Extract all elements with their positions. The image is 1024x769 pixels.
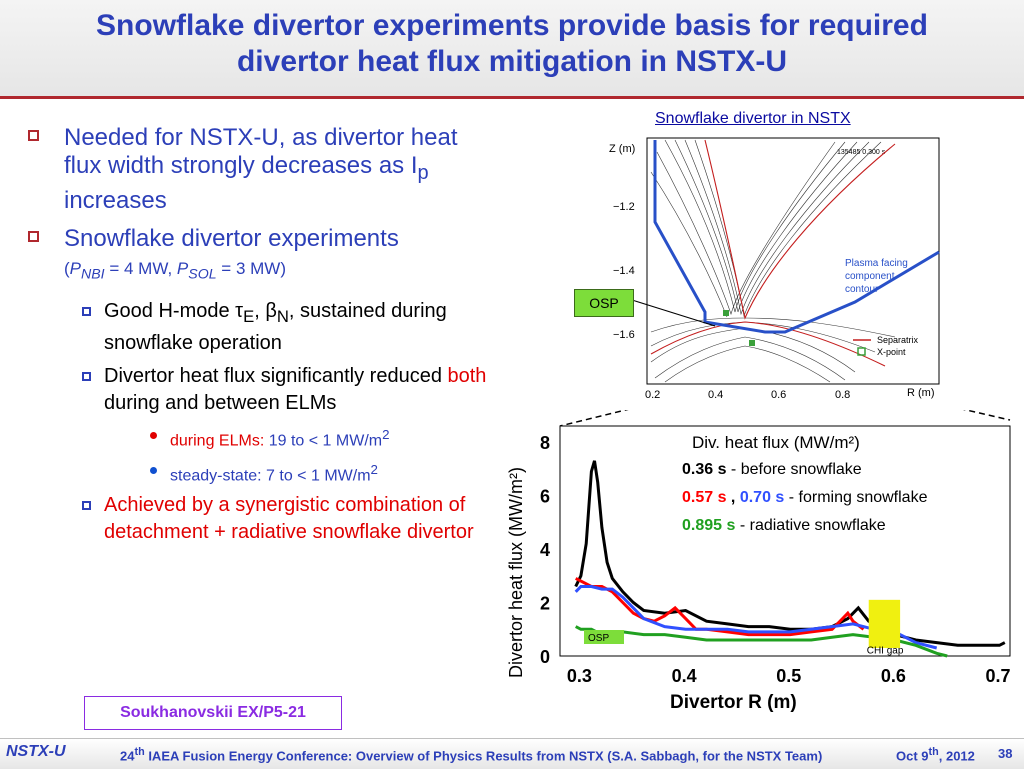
sub-bullet-heat-flux: Divertor heat flux significantly reduced… (80, 363, 492, 417)
osp-label: OSP (574, 289, 634, 317)
blue-dot-icon (150, 466, 157, 474)
footer-date: Oct 9th, 2012 (896, 746, 975, 764)
r-tick: 0.2 (645, 389, 660, 401)
red-dot-icon (150, 432, 157, 440)
snowflake-equilibrium-figure: Z (m) 135485 0.300 s −1.2 −1.4 −1.6 0.2 … (609, 137, 940, 401)
pfc-label: contour (845, 284, 879, 295)
y-tick-label: 2 (540, 594, 550, 614)
r-axis-label: R (m) (907, 387, 935, 399)
sub-bullet-synergy: Achieved by a synergistic combination of… (80, 492, 492, 546)
series-line-2 (574, 585, 938, 650)
legend-green: 0.895 s - radiative snowflake (682, 517, 886, 534)
series-line-0 (574, 460, 1006, 647)
osp-tag-box (584, 630, 624, 644)
y-axis-label: Divertor heat flux (MW/m²) (506, 467, 526, 678)
x-tick-label: 0.3 (567, 666, 592, 686)
legend-separatrix: Separatrix (877, 335, 919, 345)
z-tick: −1.6 (613, 329, 635, 341)
figure-caption: Snowflake divertor in NSTX (655, 110, 851, 127)
z-axis-label: Z (m) (609, 143, 635, 155)
x-axis-label: Divertor R (m) (670, 692, 797, 713)
figure-frame (646, 137, 940, 385)
x-tick-label: 0.4 (672, 666, 697, 686)
r-tick: 0.6 (771, 389, 786, 401)
r-tick: 0.4 (708, 389, 723, 401)
zoom-line-right (962, 410, 1011, 421)
y-tick-label: 0 (540, 647, 550, 667)
pfc-contour (653, 140, 940, 334)
y-tick-label: 4 (540, 540, 550, 560)
square-bullet-icon (82, 307, 91, 317)
shot-label: 135485 0.300 s (837, 149, 886, 156)
bullet-nstxu-need: Needed for NSTX-U, as divertor heat flux… (22, 124, 492, 215)
pfc-label: component (845, 271, 895, 282)
tick-layer: 0.3 0.4 0.5 0.6 0.7 0 2 4 6 8 (540, 433, 1011, 686)
y-tick-label: 8 (540, 433, 550, 453)
chi-gap-marker (868, 599, 901, 648)
x-tick-label: 0.6 (881, 666, 906, 686)
slide-title: Snowflake divertor experiments provide b… (0, 8, 1024, 80)
sub-bullet-hmode: Good H-mode τE, βN, sustained during sno… (80, 298, 492, 357)
y-tick-label: 6 (540, 487, 550, 507)
page-number: 38 (998, 746, 1013, 761)
dot-bullet-steady: steady-state: 7 to < 1 MW/m2 (150, 458, 492, 488)
x-tick-label: 0.7 (986, 666, 1011, 686)
x-point-marker (749, 340, 755, 346)
conference-text: 24th IAEA Fusion Energy Conference: Over… (120, 746, 823, 764)
separatrix (650, 139, 896, 367)
footer: NSTX-U 24th IAEA Fusion Energy Conferenc… (0, 738, 1024, 769)
legend-black: 0.36 s - before snowflake (682, 461, 862, 478)
legend-forming: 0.57 s , 0.70 s - forming snowflake (682, 489, 928, 506)
bullet-list: Needed for NSTX-U, as divertor heat flux… (22, 124, 492, 552)
z-tick: −1.4 (613, 265, 635, 277)
square-bullet-icon (28, 130, 39, 141)
x-tick-label: 0.5 (776, 666, 801, 686)
title-bar: Snowflake divertor experiments provide b… (0, 0, 1024, 99)
x-point-marker (723, 310, 729, 316)
osp-arrow (631, 299, 716, 327)
pfc-label: Plasma facing (845, 258, 908, 269)
legend-xpoint-marker (857, 347, 866, 356)
osp-tag: OSP (588, 633, 609, 644)
bullet-snowflake-experiments: Snowflake divertor experiments (PNBI = 4… (22, 225, 492, 288)
zoom-line-left (559, 410, 629, 427)
power-params: (PNBI = 4 MW, PSOL = 3 MW) (64, 258, 286, 283)
nstx-logo: NSTX-U (6, 743, 66, 760)
square-bullet-icon (82, 372, 91, 382)
title-line-1: Snowflake divertor experiments provide b… (96, 9, 928, 42)
legend-xpoint: X-point (877, 347, 906, 357)
title-line-2: divertor heat flux mitigation in NSTX-U (236, 45, 788, 78)
dot-bullet-elms: during ELMs: 19 to < 1 MW/m2 (150, 423, 492, 453)
chi-gap-label: CHI gap (867, 645, 904, 656)
heat-flux-chart: 0.3 0.4 0.5 0.6 0.7 0 2 4 6 8 CHI gap OSP Div. he… (506, 410, 1011, 713)
r-tick: 0.8 (835, 389, 850, 401)
plot-frame (559, 425, 1011, 657)
square-bullet-icon (28, 230, 39, 242)
legend-title: Div. heat flux (MW/m²) (692, 433, 860, 452)
reference-box: Soukhanovskii EX/P5-21 (84, 696, 342, 730)
square-bullet-icon (82, 500, 91, 510)
z-tick: −1.2 (613, 201, 635, 213)
